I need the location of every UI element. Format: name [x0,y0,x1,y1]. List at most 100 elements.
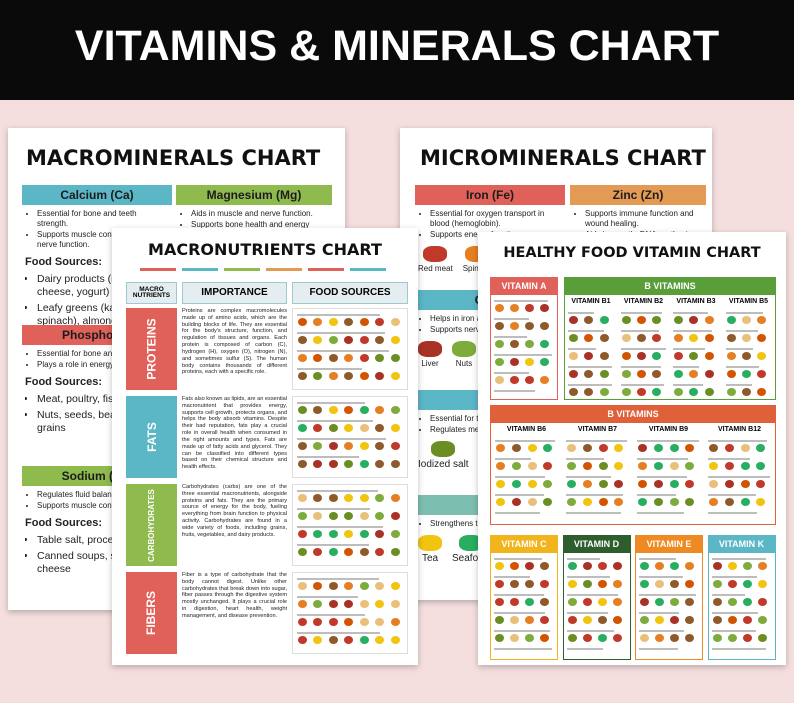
food-icon [741,388,751,396]
food-icon [597,598,607,606]
text-line [639,648,679,650]
text-line [566,512,621,514]
text-line [725,348,753,350]
text-line [495,458,531,460]
food-icon [685,616,694,624]
text-line [566,630,614,632]
text-line [711,612,758,614]
food-icon [313,600,323,608]
text-line [639,576,684,578]
food-icon [638,480,647,488]
food-icon [540,562,549,570]
text-line [639,558,676,560]
food-icon [757,634,767,642]
text-line [566,648,604,650]
food-icon [704,316,714,324]
food-icon [359,424,369,432]
text-line [297,596,358,598]
food-icon [567,480,576,488]
food-icon [344,494,354,502]
text-line [637,494,676,496]
text-line [297,578,379,580]
sub-header: VITAMIN B9 [648,426,689,433]
food-icon [724,498,734,506]
section-header: Magnesium (Mg) [176,185,332,205]
food-icon [569,370,578,378]
text-line [494,318,530,320]
food-icon [298,406,307,414]
food-icon [584,316,594,324]
text-line [494,336,528,338]
text-line [725,312,764,314]
food-icon [652,352,662,360]
food-icon [727,616,737,624]
food-icon [390,636,400,644]
food-icon [640,562,649,570]
food-icon [567,444,576,452]
food-icon [540,580,549,588]
food-icon [375,548,385,556]
food-icon [621,352,631,360]
food-icon [495,634,504,642]
food-icon [525,598,534,606]
food-icon [328,494,338,502]
food-icon [510,358,519,366]
text-line [297,544,370,546]
food-icon [390,600,400,608]
food-icon [359,548,369,556]
food-icon [614,480,624,488]
text-line [297,332,386,334]
food-icon [597,616,607,624]
food-icon [621,334,631,342]
group-header: B VITAMINS [564,277,776,295]
food-icon [359,582,369,590]
food-icon [527,498,537,506]
food-icon [390,372,400,380]
food-icon [313,582,323,590]
food-icon [496,480,505,488]
text-line [297,508,370,510]
food-icon [742,562,752,570]
food-source-cell [292,572,408,654]
food-icon [685,634,694,642]
food-icon [313,494,323,502]
food-icon [582,480,592,488]
food-icon [525,358,534,366]
text-line [637,512,685,514]
text-line [568,384,612,386]
food-icon [375,530,385,538]
food-icon [510,634,519,642]
food-icon [741,316,751,324]
food-icon [543,444,553,452]
text-line [711,576,757,578]
food-icon [704,334,714,342]
food-icon [614,444,624,452]
sheet-title: MICROMINERALS CHART [420,146,706,170]
food-icon [636,316,646,324]
food-icon [525,322,534,330]
point: Supports muscle contract signals [37,501,169,511]
text-line [725,366,760,368]
food-icon [669,462,679,470]
food-icon [742,634,752,642]
food-icon [344,582,354,590]
food-icon [540,304,549,312]
text-line [568,366,613,368]
food-icon [298,636,307,644]
text-line [639,612,679,614]
food-icon [712,598,722,606]
food-icon [757,580,767,588]
food-icon [757,562,767,570]
sub-header: VITAMIN B5 [728,298,769,305]
food-icon [344,318,354,326]
food-icon [359,372,369,380]
sheet-title: MACRONUTRIENTS CHART [148,240,382,259]
point: Supports immune function and wound heali… [585,209,703,229]
food-icon [344,424,354,432]
text-line [494,354,553,356]
text-line [673,366,700,368]
food-icon [612,634,622,642]
food-row: Liver Nuts [418,341,562,369]
food-icon [298,548,307,556]
food-icon [344,354,354,362]
